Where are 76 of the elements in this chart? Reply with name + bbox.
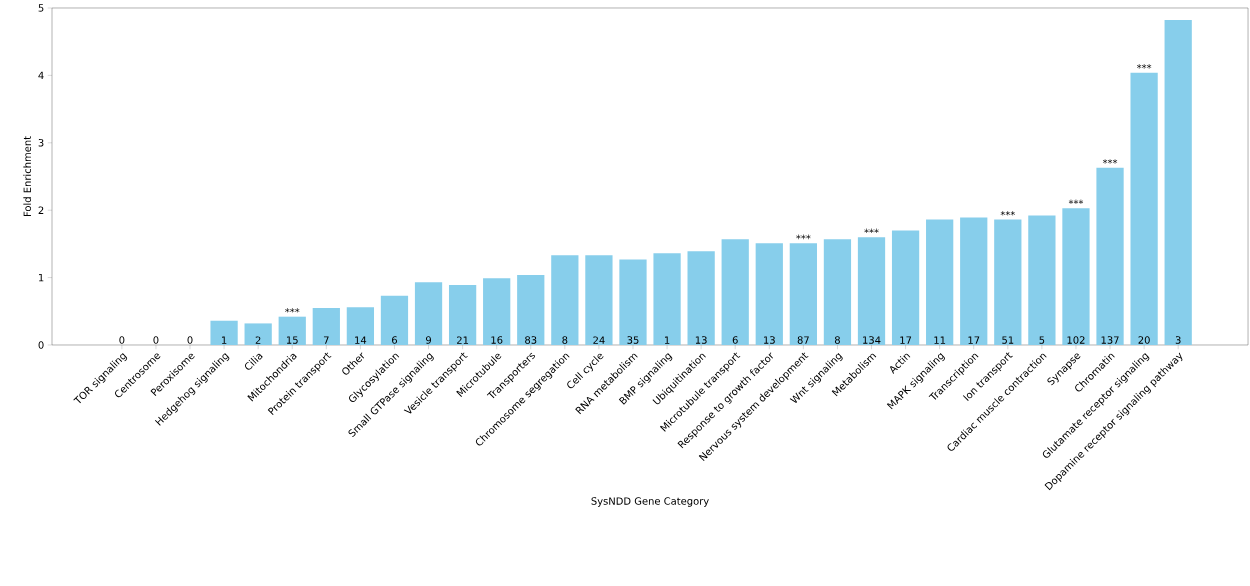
annotation: 87: [797, 336, 809, 344]
bar: [960, 217, 988, 345]
annotation: 6: [732, 336, 738, 344]
annotation: 8: [834, 336, 840, 344]
bar: [619, 259, 647, 345]
annotation: 21: [457, 336, 469, 344]
annotation: 83: [525, 336, 537, 344]
y-axis-title: Fold Enrichment: [23, 136, 32, 217]
bar: [585, 255, 613, 345]
annotation: 0: [119, 336, 125, 344]
annotation: ***: [864, 228, 879, 234]
bar: [210, 320, 238, 345]
bar: [346, 307, 375, 345]
y-tick-label: 4: [38, 71, 44, 80]
annotation: 17: [900, 336, 912, 344]
annotation: 14: [355, 336, 367, 344]
annotation: 6: [392, 336, 398, 344]
annotation: 1: [664, 336, 670, 344]
annotation: 20: [1138, 336, 1150, 344]
bar: [517, 274, 545, 345]
annotation: 102: [1067, 336, 1085, 344]
bar: [857, 237, 886, 345]
bar: [448, 285, 477, 345]
y-tick-label: 0: [38, 341, 44, 349]
annotation: 35: [627, 336, 639, 344]
x-axis-title: SysNDD Gene Category: [591, 497, 709, 507]
annotation: 11: [934, 336, 946, 344]
bar: [278, 316, 306, 345]
bar: [244, 323, 272, 345]
annotation: 5: [1039, 336, 1045, 344]
bar: [755, 243, 783, 345]
annotation: 9: [425, 336, 432, 344]
bar: [551, 255, 579, 345]
annotation: ***: [1068, 199, 1084, 205]
bar: [1164, 20, 1192, 345]
annotation: 8: [562, 336, 568, 344]
bar: [483, 278, 511, 345]
annotation: ***: [285, 308, 300, 313]
annotation: 137: [1101, 336, 1119, 344]
y-tick-label: 5: [38, 4, 44, 12]
bar: [823, 239, 852, 345]
bar: [1130, 72, 1158, 345]
annotation: 13: [764, 336, 775, 344]
bar: [994, 219, 1022, 345]
y-tick-label: 2: [38, 206, 44, 214]
y-tick-label: 3: [38, 139, 44, 147]
bar: [312, 307, 340, 345]
annotation: 24: [593, 336, 605, 344]
annotation: 7: [323, 336, 329, 344]
bar: [687, 251, 715, 345]
bar: [789, 243, 817, 345]
annotation: ***: [1136, 64, 1152, 69]
bar: [926, 219, 954, 345]
annotation: 134: [863, 336, 881, 344]
annotation: 51: [1002, 336, 1014, 344]
annotation: 0: [187, 336, 193, 344]
annotation: ***: [1000, 211, 1015, 216]
annotation: 0: [153, 336, 159, 344]
annotation: 15: [286, 336, 298, 344]
annotation: 17: [968, 336, 980, 344]
bar: [1062, 208, 1090, 345]
annotation: 1: [222, 336, 227, 344]
annotation: 13: [695, 336, 707, 344]
bar: [414, 282, 443, 345]
annotation: ***: [796, 234, 811, 240]
y-tick-label: 1: [38, 273, 44, 282]
bar: [1028, 215, 1056, 345]
annotation: 16: [491, 336, 503, 344]
bar: [891, 230, 920, 345]
bar: [653, 253, 681, 345]
bar: [380, 295, 409, 345]
annotation: ***: [1102, 159, 1118, 164]
annotation: 3: [1175, 336, 1181, 344]
annotation: 2: [255, 336, 261, 344]
bar: [721, 239, 749, 345]
bar: [1096, 167, 1124, 345]
